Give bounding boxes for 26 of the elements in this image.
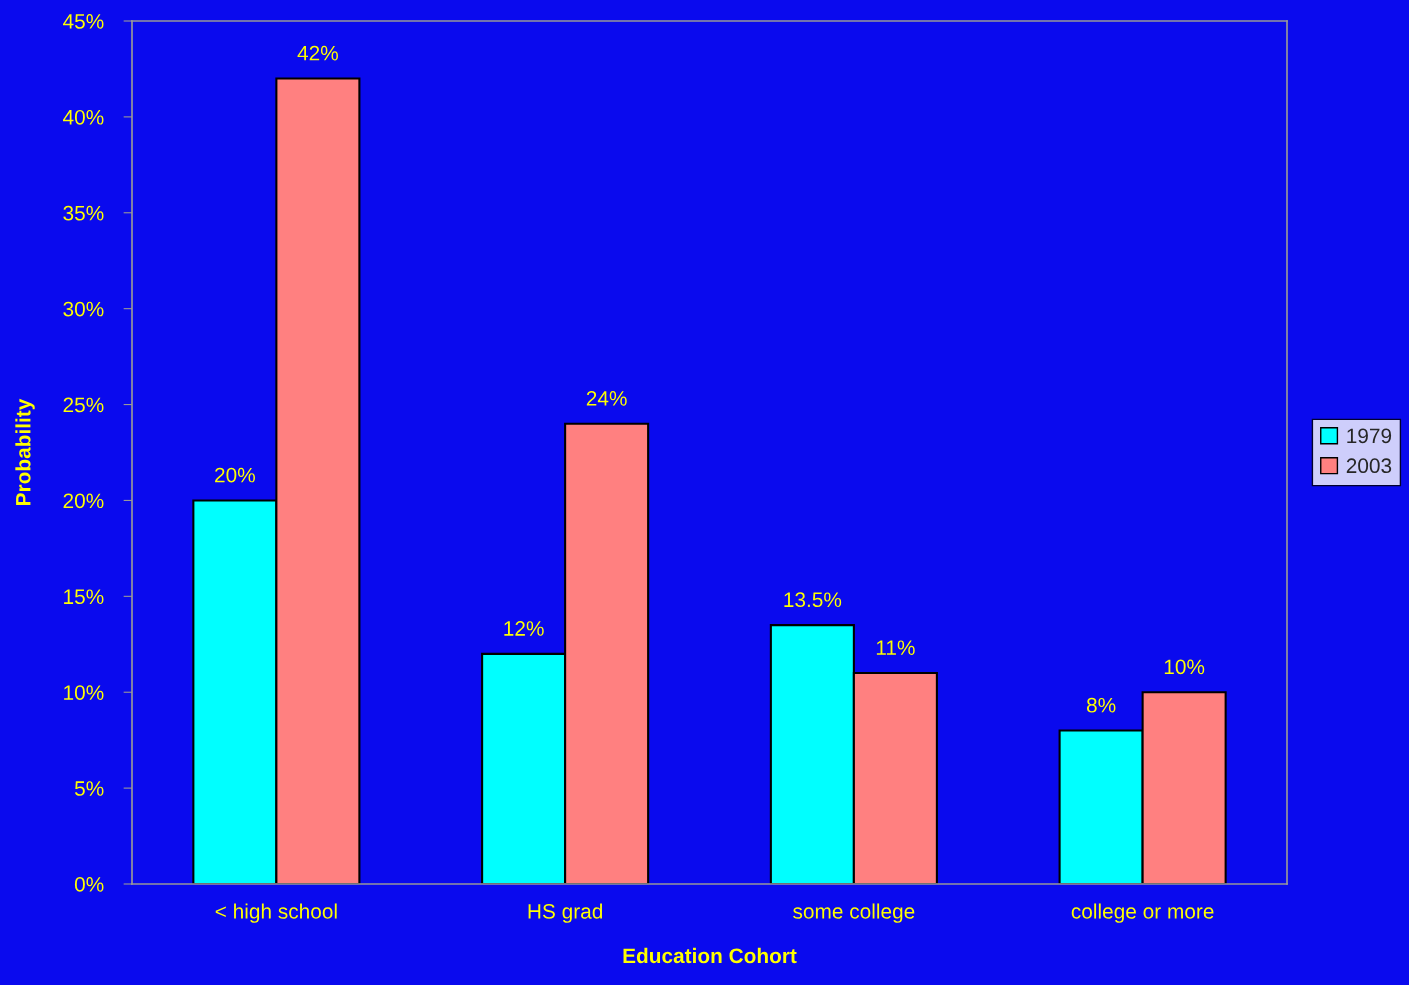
y-tick-label: 30% xyxy=(63,301,104,317)
x-tick-label: HS grad xyxy=(528,903,602,923)
y-tick-label: 0% xyxy=(74,877,104,892)
x-tick-label: some college xyxy=(793,903,915,923)
data-label: 12% xyxy=(504,621,544,636)
y-tick-label: 20% xyxy=(63,493,104,509)
y-tick-label: 45% xyxy=(63,14,104,29)
data-label: 24% xyxy=(586,390,627,406)
x-tick-label: college or more xyxy=(1071,903,1214,923)
data-label: 8% xyxy=(1086,697,1116,713)
data-label: 20% xyxy=(215,467,255,483)
y-tick-label: 25% xyxy=(63,397,104,413)
y-tick-label: 10% xyxy=(64,685,104,700)
y-tick-label: 5% xyxy=(74,781,104,796)
legend-label: 2003 xyxy=(1346,458,1392,474)
data-label: 11% xyxy=(876,640,915,655)
y-tick-label: 35% xyxy=(63,205,104,221)
y-axis-title: Probability xyxy=(15,398,35,505)
y-tick-label: 40% xyxy=(63,109,104,125)
x-axis-title: Education Cohort xyxy=(623,947,797,964)
data-label: 42% xyxy=(297,45,338,61)
data-label: 10% xyxy=(1164,659,1205,675)
legend-label: 1979 xyxy=(1347,428,1392,444)
data-label: 13.5% xyxy=(784,592,842,608)
x-tick-label: < high school xyxy=(215,903,337,923)
y-tick-label: 15% xyxy=(64,589,104,605)
